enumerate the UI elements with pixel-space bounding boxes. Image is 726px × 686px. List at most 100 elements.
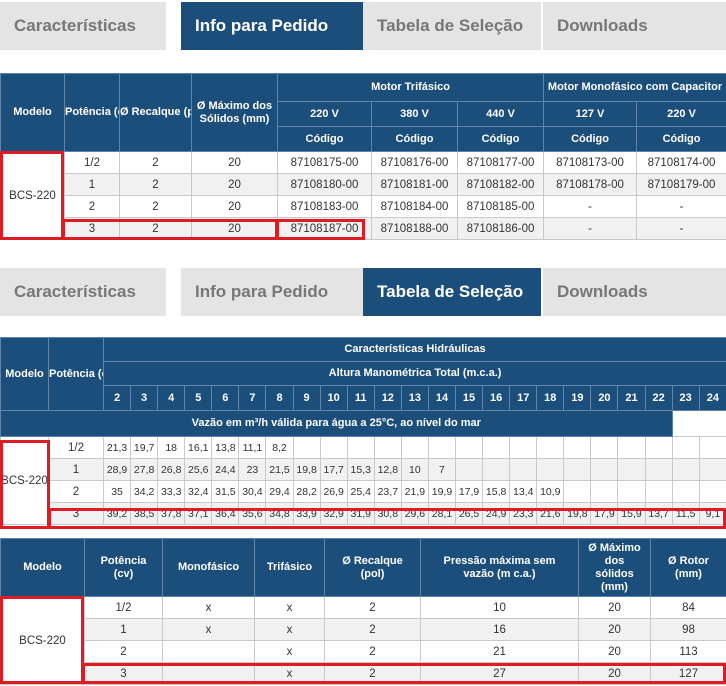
flow-cell: 13,7 bbox=[644, 502, 673, 525]
header-col: Trifásico bbox=[254, 538, 325, 597]
table-row: 3 39,2 38,5 37,8 37,1 36,4 35,6 34,8 33,9 32,9 31,… bbox=[1, 502, 726, 525]
flow-cell: 39,2 bbox=[102, 502, 132, 525]
header-voltage: 127 V bbox=[543, 101, 638, 127]
tab-caracteristicas[interactable]: Características bbox=[0, 2, 166, 50]
spec-cell: 21 bbox=[420, 640, 579, 663]
flow-cell: 13,4 bbox=[509, 480, 538, 503]
codigo-cell: 87108173-00 bbox=[543, 151, 638, 174]
header-potencia: Potência (cv) bbox=[48, 337, 104, 411]
flow-cell: 27,8 bbox=[130, 458, 159, 481]
header-height: 10 bbox=[319, 385, 348, 411]
tab-info-pedido[interactable]: Info para Pedido bbox=[181, 2, 363, 50]
flow-cell: 19,9 bbox=[427, 480, 457, 503]
spec-cell: x bbox=[162, 618, 255, 641]
spec-cell: 20 bbox=[578, 596, 651, 619]
spec-cell: x bbox=[254, 662, 325, 685]
flow-cell bbox=[644, 458, 673, 481]
solidos-cell: 20 bbox=[191, 195, 278, 218]
flow-cell: 12,8 bbox=[373, 458, 402, 481]
flow-cell: 33,9 bbox=[292, 502, 321, 525]
codigo-cell: 87108176-00 bbox=[371, 151, 458, 174]
tab-tabela-selecao[interactable]: Tabela de Seleção bbox=[363, 2, 541, 50]
header-height: 9 bbox=[292, 385, 321, 411]
header-height: 19 bbox=[563, 385, 592, 411]
tab-tabela-selecao[interactable]: Tabela de Seleção bbox=[363, 268, 541, 316]
tab-caracteristicas[interactable]: Características bbox=[0, 268, 166, 316]
flow-cell: 17,9 bbox=[455, 480, 484, 503]
flow-cell: 25,4 bbox=[346, 480, 375, 503]
table-row: 1 28,9 27,8 26,8 25,6 24,4 23 21,5 19,8 17,7 15,3 1… bbox=[1, 458, 726, 481]
flow-cell bbox=[455, 458, 484, 481]
recalque-cell: 2 bbox=[119, 173, 192, 196]
flow-cell: 28,2 bbox=[292, 480, 321, 503]
header-recalque: Ø Recalque (pol) bbox=[119, 73, 192, 152]
header-col: Potência (cv) bbox=[84, 538, 163, 597]
header-codigo: Código bbox=[277, 126, 372, 152]
flow-cell: 28,1 bbox=[427, 502, 457, 525]
flow-cell: 19,8 bbox=[563, 502, 592, 525]
flow-cell: 11,1 bbox=[238, 436, 267, 459]
tab-bar-selection: Características Info para Pedido Tabela … bbox=[0, 268, 726, 316]
spec-cell: 16 bbox=[420, 618, 579, 641]
flow-cell: 13,8 bbox=[211, 436, 240, 459]
spec-cell: 113 bbox=[650, 640, 726, 663]
flow-cell bbox=[536, 458, 565, 481]
flow-cell: 34,8 bbox=[265, 502, 294, 525]
header-col: Ø Recalque (pol) bbox=[324, 538, 421, 597]
table-row: 2 x 2 21 20 113 bbox=[1, 640, 726, 663]
spec-cell: 2 bbox=[324, 618, 421, 641]
spec-cell: 20 bbox=[578, 640, 651, 663]
tab-downloads[interactable]: Downloads bbox=[543, 2, 726, 50]
spec-cell: 84 bbox=[650, 596, 726, 619]
flow-cell bbox=[563, 436, 592, 459]
header-codigo: Código bbox=[543, 126, 638, 152]
spec-cell: 20 bbox=[578, 662, 651, 685]
header-height: 5 bbox=[184, 385, 213, 411]
flow-cell: 28,9 bbox=[102, 458, 132, 481]
flow-cell: 23,3 bbox=[509, 502, 538, 525]
header-altura-manometrica: Altura Manométrica Total (m.c.a.) bbox=[102, 361, 726, 386]
model-cell: BCS-220 bbox=[0, 596, 85, 685]
flow-cell: 10 bbox=[400, 458, 429, 481]
header-codigo: Código bbox=[636, 126, 726, 152]
spec-cell: 2 bbox=[324, 662, 421, 685]
flow-cell bbox=[536, 436, 565, 459]
tab-downloads[interactable]: Downloads bbox=[543, 268, 726, 316]
header-modelo: Modelo bbox=[0, 73, 65, 152]
flow-cell: 15,8 bbox=[482, 480, 511, 503]
codigo-cell: 87108186-00 bbox=[456, 217, 545, 240]
recalque-cell: 2 bbox=[119, 151, 192, 174]
model-cell: BCS-220 bbox=[0, 151, 65, 240]
flow-cell: 25,6 bbox=[184, 458, 213, 481]
flow-cell: 37,1 bbox=[184, 502, 213, 525]
potencia-cell: 1/2 bbox=[48, 436, 104, 459]
flow-cell: 30,8 bbox=[373, 502, 402, 525]
flow-cell: 38,5 bbox=[130, 502, 159, 525]
header-col: Ø Máximo dos sólidos (mm) bbox=[578, 538, 651, 597]
tab-info-pedido[interactable]: Info para Pedido bbox=[181, 268, 363, 316]
flow-cell: 26,8 bbox=[157, 458, 186, 481]
table-row: BCS-220 1/2 x x 2 10 20 84 bbox=[0, 596, 726, 685]
flow-cell bbox=[346, 436, 375, 459]
flow-cell: 9,1 bbox=[698, 502, 726, 525]
header-height: 12 bbox=[373, 385, 402, 411]
flow-cell: 15,9 bbox=[617, 502, 646, 525]
header-height: 15 bbox=[455, 385, 484, 411]
flow-cell bbox=[698, 480, 726, 503]
spec-cell bbox=[162, 640, 255, 663]
header-height: 3 bbox=[130, 385, 159, 411]
codigo-cell: 87108181-00 bbox=[371, 173, 458, 196]
flow-cell bbox=[563, 480, 592, 503]
table-row: 3 x 2 27 20 127 bbox=[1, 662, 726, 685]
header-height: 18 bbox=[536, 385, 565, 411]
header-col: Monofásico bbox=[162, 538, 255, 597]
spec-cell bbox=[162, 662, 255, 685]
flow-cell bbox=[671, 436, 700, 459]
flow-cell: 19,7 bbox=[130, 436, 159, 459]
flow-cell bbox=[292, 436, 321, 459]
flow-cell: 15,3 bbox=[346, 458, 375, 481]
codigo-cell: - bbox=[543, 195, 638, 218]
flow-cell bbox=[590, 480, 619, 503]
header-height: 11 bbox=[346, 385, 375, 411]
flow-cell: 23,7 bbox=[373, 480, 402, 503]
